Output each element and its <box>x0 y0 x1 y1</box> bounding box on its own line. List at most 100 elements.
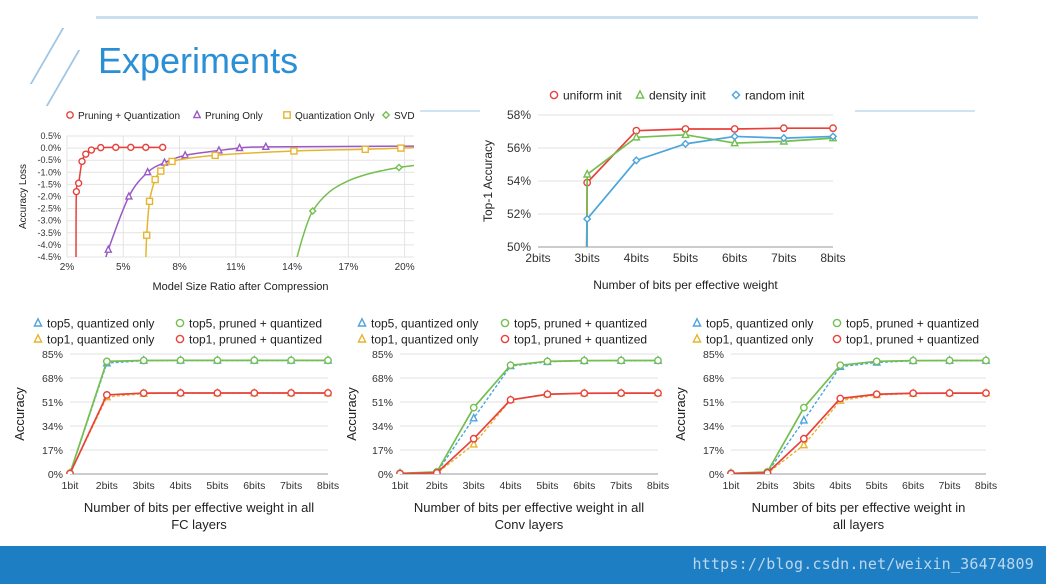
data-point-top5-pruned-quantized <box>324 356 332 365</box>
legend-marker-uniform-init <box>549 90 559 100</box>
y-tick-label: -4.5% <box>37 252 61 262</box>
data-point-random-init <box>681 139 690 149</box>
series-line-top1-quantized-only <box>399 392 658 474</box>
x-tick-label: 6bits <box>573 480 595 492</box>
y-tick-label: 51% <box>372 397 393 409</box>
series-line-top1-quantized-only <box>69 392 328 474</box>
legend-label-top5-quantized-only: top5, quantized only <box>706 317 813 331</box>
legend-label-top5-quantized-only: top5, quantized only <box>371 317 478 331</box>
data-point-pruning-quantization <box>158 143 167 152</box>
x-tick-label: 11% <box>226 262 245 273</box>
data-point-top5-pruned-quantized <box>102 357 111 366</box>
data-point-pruning-quantization <box>82 150 90 158</box>
data-point-top1-pruned-quantized <box>799 434 808 443</box>
legend-label-top1-pruned-quantized: top1, pruned + quantized <box>514 333 647 347</box>
data-point-top5-pruned-quantized <box>506 361 515 370</box>
data-point-pruning-only <box>104 244 113 253</box>
data-point-top5-pruned-quantized <box>543 357 552 366</box>
data-point-quantization-only <box>157 167 165 175</box>
legend-label-top5-pruned-quantized: top5, pruned + quantized <box>189 317 322 331</box>
series-line-top1-pruned-quantized <box>730 392 986 474</box>
x-tick-label: 2bits <box>756 480 778 492</box>
legend-label-top1-quantized-only: top1, quantized only <box>371 333 478 347</box>
chart-all-layers-accuracy: 0% 17% 34% 51% 68% 85% 1bit 2bits 3bits 4bits 5bit… <box>673 317 997 533</box>
y-tick-label: 68% <box>703 373 724 385</box>
legend-marker-top5-quantized-only <box>33 317 43 327</box>
data-point-pruning-quantization <box>78 157 86 166</box>
title-decoration-stroke <box>29 28 65 84</box>
legend-marker-top5-quantized-only <box>692 317 702 327</box>
data-point-top1-pruned-quantized <box>727 469 735 474</box>
data-point-random-init <box>632 156 641 165</box>
data-point-pruning-only <box>235 142 244 152</box>
divider-line <box>420 110 480 112</box>
x-tick-label: 1bit <box>392 480 409 492</box>
data-point-top1-pruned-quantized <box>66 469 74 474</box>
x-tick-label: 8% <box>172 262 187 273</box>
data-point-top1-pruned-quantized <box>654 389 662 398</box>
chart-compression-accuracy-loss: 0.5% 0.0% -0.5% -1.0% -1.5% -2.0% -2.5% -3.0% -3… <box>18 109 415 293</box>
data-point-top1-pruned-quantized <box>213 389 222 397</box>
data-point-pruning-quantization <box>112 143 120 152</box>
x-tick-label: 2bits <box>96 480 118 492</box>
data-point-top5-pruned-quantized <box>945 356 954 365</box>
x-tick-label: 7bits <box>771 251 796 265</box>
y-tick-label: 85% <box>42 349 63 361</box>
legend-marker-pruning-quantization <box>66 111 74 119</box>
legend-marker-top1-pruned-quantized <box>832 334 842 344</box>
legend-label-pruning-quantization: Pruning + Quantization <box>78 111 180 122</box>
x-tick-label: 8bits <box>820 251 845 265</box>
x-tick-label: 6bits <box>722 251 747 265</box>
y-axis-title: Accuracy <box>673 387 688 441</box>
legend-label-top5-pruned-quantized: top5, pruned + quantized <box>514 317 647 331</box>
data-point-top5-pruned-quantized <box>213 356 222 365</box>
y-tick-label: 68% <box>42 373 63 385</box>
x-tick-label: 4bits <box>829 480 851 492</box>
divider-line <box>855 110 975 112</box>
y-axis-title: Accuracy <box>12 387 27 441</box>
data-point-top1-pruned-quantized <box>250 389 259 397</box>
data-point-top1-pruned-quantized <box>872 390 881 399</box>
series-line-top5-quantized-only <box>730 359 986 474</box>
plot-area <box>72 141 414 257</box>
data-point-quantization-only <box>211 151 219 160</box>
data-point-quantization-only <box>168 157 176 166</box>
y-tick-label: -3.0% <box>37 216 61 226</box>
slide-title: Experiments <box>98 40 299 81</box>
y-tick-label: -3.5% <box>37 228 61 238</box>
series-line-top5-quantized-only <box>69 359 328 474</box>
legend-marker-top1-quantized-only <box>33 333 43 343</box>
legend-marker-top5-pruned-quantized <box>500 318 510 328</box>
x-tick-label: 6bits <box>243 480 265 492</box>
series-line-svd <box>296 164 414 257</box>
data-point-top5-pruned-quantized <box>176 356 185 365</box>
legend-label-quantization-only: Quantization Only <box>295 111 375 122</box>
data-point-density-init <box>730 137 739 147</box>
legend-label-top5-quantized-only: top5, quantized only <box>47 317 154 331</box>
data-point-random-init <box>779 133 789 143</box>
y-tick-label: 52% <box>507 207 531 221</box>
legend-marker-quantization-only <box>283 111 291 119</box>
x-tick-label: 5% <box>116 262 131 273</box>
data-point-svd <box>308 207 317 216</box>
series-line-top5-pruned-quantized <box>69 359 328 474</box>
series-line-density-init <box>585 133 834 247</box>
data-point-density-init <box>681 129 690 139</box>
series-line-top1-pruned-quantized <box>399 392 658 474</box>
data-point-top1-pruned-quantized <box>763 468 772 474</box>
x-tick-label: 5bits <box>206 480 228 492</box>
x-tick-label: 5bits <box>866 480 888 492</box>
legend-marker-top5-quantized-only <box>357 317 367 327</box>
data-point-top5-pruned-quantized <box>250 356 259 365</box>
data-point-top5-pruned-quantized <box>799 403 808 412</box>
data-point-pruning-only <box>261 141 270 150</box>
data-point-top5-pruned-quantized <box>580 356 589 365</box>
y-tick-label: 51% <box>42 397 63 409</box>
data-point-pruning-only <box>181 150 190 159</box>
x-tick-label: 2bits <box>426 480 448 492</box>
data-point-top5-pruned-quantized <box>287 356 296 365</box>
y-tick-label: 34% <box>42 421 63 433</box>
x-tick-label: 5bits <box>536 480 558 492</box>
legend-marker-top1-pruned-quantized <box>175 334 185 344</box>
plot-area <box>582 124 838 247</box>
